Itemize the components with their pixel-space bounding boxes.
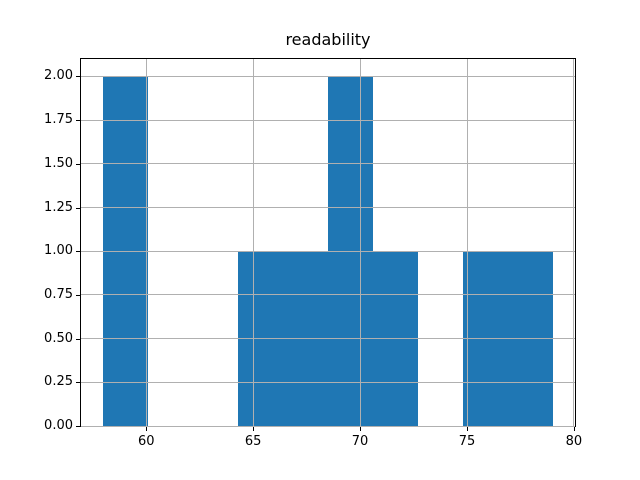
x-tick-label: 75: [458, 434, 476, 449]
y-grid-line: [81, 425, 575, 427]
y-grid-line: [81, 119, 575, 121]
y-tick-label: 0.00: [44, 418, 73, 433]
y-tick-mark: [76, 207, 80, 209]
x-grid-line: [359, 59, 361, 426]
y-grid-line: [81, 294, 575, 296]
y-tick-label: 0.75: [44, 286, 73, 302]
x-tick-label: 60: [137, 434, 155, 449]
y-tick-label: 1.00: [44, 243, 73, 259]
x-tick-mark: [573, 427, 575, 431]
y-tick-mark: [76, 120, 80, 122]
y-tick-mark: [76, 426, 80, 427]
chart-title: readability: [285, 30, 371, 49]
x-tick-mark: [146, 427, 148, 431]
y-tick-mark: [76, 163, 80, 165]
y-tick-mark: [76, 382, 80, 384]
y-tick-mark: [76, 76, 80, 78]
x-tick-mark: [360, 427, 362, 431]
y-grid-line: [81, 250, 575, 252]
x-tick-label: 70: [351, 434, 369, 449]
grid-layer: [81, 59, 575, 427]
y-grid-line: [81, 207, 575, 209]
plot-area: [80, 58, 576, 427]
y-tick-label: 2.00: [44, 68, 73, 84]
y-grid-line: [81, 75, 575, 77]
y-grid-line: [81, 338, 575, 340]
x-tick-mark: [253, 427, 255, 431]
y-tick-label: 1.25: [44, 199, 73, 215]
x-grid-line: [466, 59, 468, 426]
y-tick-label: 1.50: [44, 155, 73, 171]
x-grid-line: [573, 59, 575, 426]
x-tick-label: 80: [565, 434, 583, 449]
y-tick-label: 0.50: [44, 330, 73, 346]
x-tick-mark: [467, 427, 468, 431]
y-tick-label: 0.25: [44, 374, 73, 390]
x-grid-line: [252, 59, 254, 426]
y-tick-label: 1.75: [44, 112, 73, 128]
y-tick-mark: [76, 338, 80, 340]
y-tick-mark: [76, 251, 80, 253]
y-tick-mark: [76, 294, 80, 296]
y-grid-line: [81, 381, 575, 383]
x-grid-line: [145, 59, 147, 426]
y-grid-line: [81, 163, 575, 165]
x-tick-label: 65: [244, 434, 262, 449]
